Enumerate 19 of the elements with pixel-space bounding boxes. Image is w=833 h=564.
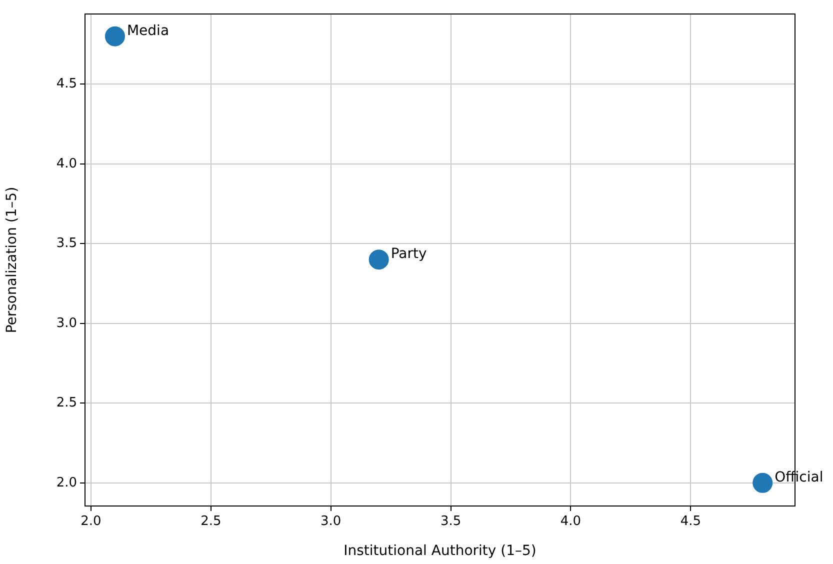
x-tick-label: 2.5 <box>200 514 222 530</box>
y-tick-label: 4.5 <box>56 76 77 92</box>
x-tick-label: 2.0 <box>80 514 102 530</box>
point <box>368 250 389 270</box>
annotation: Party <box>390 246 427 262</box>
y-tick-label: 3.0 <box>56 316 77 331</box>
x-tick-label: 4.0 <box>560 514 582 530</box>
y-tick-label: 3.5 <box>56 236 77 252</box>
x-tick-label: 4.5 <box>680 514 702 530</box>
y-tick-label: 2.5 <box>56 396 77 411</box>
x-tick-label: 3.5 <box>440 514 462 530</box>
point <box>104 26 125 46</box>
annotation: Media <box>126 22 170 39</box>
y-tick-label: 4.0 <box>56 156 77 172</box>
y-axis-title: Personalization (1–5) <box>4 186 20 334</box>
point <box>752 472 773 493</box>
x-axis-title: Institutional Authority (1–5) <box>344 543 536 560</box>
x-tick-label: 3.0 <box>320 514 342 530</box>
y-tick-label: 2.0 <box>56 475 77 490</box>
